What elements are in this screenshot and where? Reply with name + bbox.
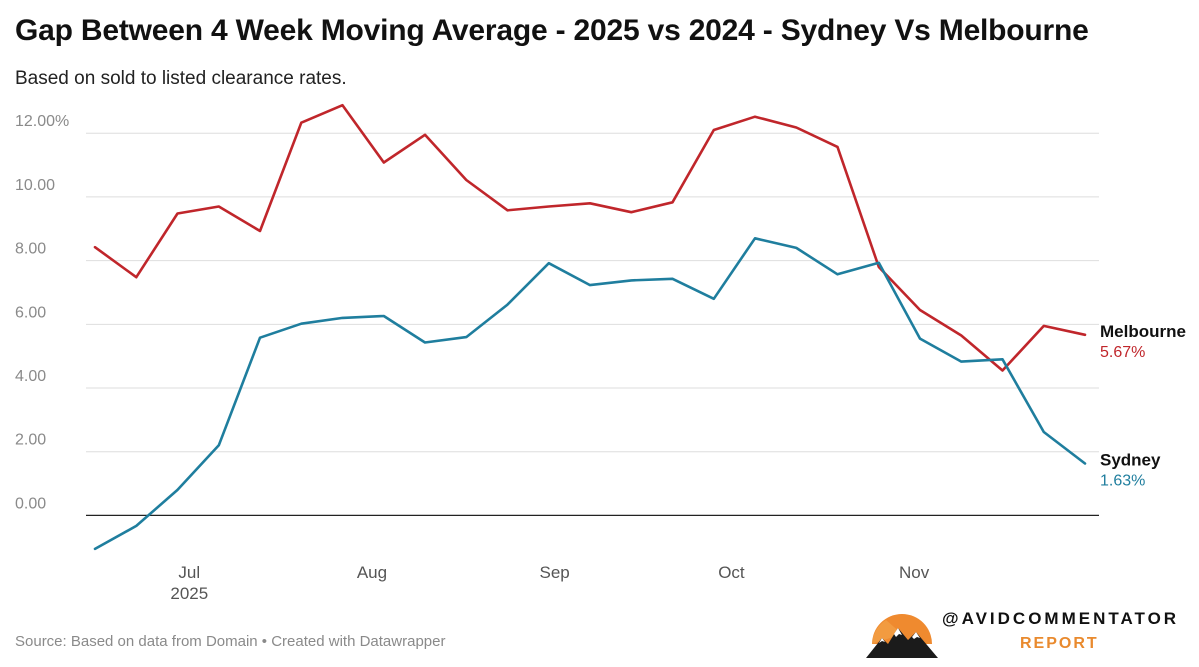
melbourne-label-value: 5.67% [1100, 344, 1145, 361]
brand-handle-text: @AVIDCOMMENTATOR [942, 609, 1180, 628]
y-tick-label: 2.00 [15, 432, 46, 449]
y-tick-label: 10.00 [15, 177, 55, 194]
x-axis-ticks: Jul 2025 Aug Sep Oct Nov [170, 563, 929, 603]
x-tick-label: Nov [899, 563, 930, 582]
source-note: Source: Based on data from Domain • Crea… [15, 633, 446, 650]
chart-subtitle: Based on sold to listed clearance rates. [15, 68, 347, 89]
line-chart: 0.00 2.00 4.00 6.00 8.00 10.00 12.00% Jul 2025 A… [15, 103, 1186, 603]
grid-lines [86, 132, 1099, 517]
x-tick-label: Sep [540, 563, 570, 582]
y-tick-label: 12.00% [15, 113, 69, 130]
brand-logo-block: @AVIDCOMMENTATOR REPORT [866, 604, 1186, 662]
x-tick-label: Jul [178, 563, 200, 582]
y-tick-label: 0.00 [15, 495, 46, 512]
series-lines [93, 103, 1087, 551]
melbourne-line [93, 103, 1087, 372]
sydney-label-name: Sydney [1100, 450, 1161, 469]
sydney-label-value: 1.63% [1100, 472, 1145, 489]
series-end-labels: Melbourne 5.67% Sydney 1.63% [1100, 322, 1186, 490]
mountain-sun-logo-icon [866, 614, 938, 658]
y-tick-label: 8.00 [15, 241, 46, 258]
x-tick-year-label: 2025 [170, 584, 208, 603]
brand-sub-text: REPORT [1020, 635, 1099, 652]
chart-title: Gap Between 4 Week Moving Average - 2025… [15, 14, 1089, 47]
melbourne-label-name: Melbourne [1100, 322, 1186, 341]
y-tick-label: 4.00 [15, 368, 46, 385]
y-axis-ticks: 0.00 2.00 4.00 6.00 8.00 10.00 12.00% [15, 113, 69, 512]
sydney-line [93, 237, 1087, 551]
x-tick-label: Aug [357, 563, 387, 582]
y-tick-label: 6.00 [15, 304, 46, 321]
x-tick-label: Oct [718, 563, 745, 582]
